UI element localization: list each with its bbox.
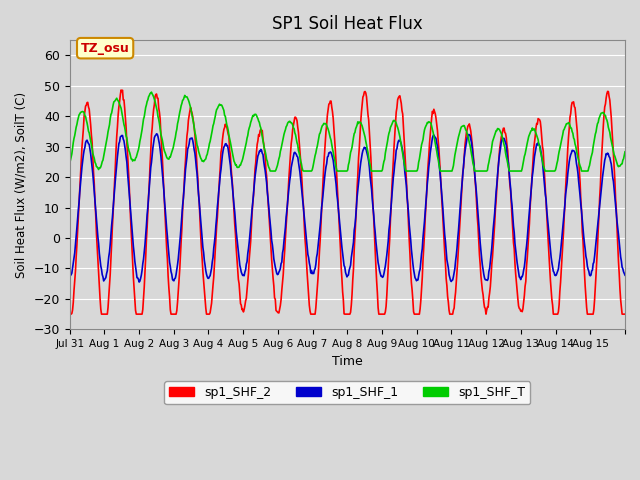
sp1_SHF_2 [132,308,140,313]
Title: SP1 Soil Heat Flux: SP1 Soil Heat Flux [272,15,422,33]
sp1_SHF_1 [135,279,143,285]
Legend: sp1_SHF_2, sp1_SHF_1, sp1_SHF_T: sp1_SHF_2, sp1_SHF_1, sp1_SHF_T [164,381,531,404]
sp1_SHF_T [621,149,629,155]
sp1_SHF_T [267,168,275,174]
sp1_SHF_2 [261,153,269,159]
sp1_SHF_T [148,89,156,95]
Line: sp1_SHF_1: sp1_SHF_1 [70,134,625,282]
sp1_SHF_1 [234,250,242,255]
sp1_SHF_2 [405,237,413,243]
sp1_SHF_1 [153,131,161,137]
sp1_SHF_1 [283,208,291,214]
sp1_SHF_2 [234,265,241,271]
sp1_SHF_1 [66,276,74,281]
sp1_SHF_2 [66,311,74,317]
sp1_SHF_T [283,123,291,129]
sp1_SHF_2 [621,311,629,317]
sp1_SHF_T [437,168,445,174]
Line: sp1_SHF_2: sp1_SHF_2 [70,90,625,314]
sp1_SHF_1 [621,272,629,278]
sp1_SHF_1 [131,258,139,264]
Text: TZ_osu: TZ_osu [81,42,129,55]
sp1_SHF_2 [282,223,290,228]
sp1_SHF_1 [262,173,269,179]
X-axis label: Time: Time [332,355,363,368]
Line: sp1_SHF_T: sp1_SHF_T [70,92,625,171]
Y-axis label: Soil Heat Flux (W/m2), SoilT (C): Soil Heat Flux (W/m2), SoilT (C) [15,92,28,278]
sp1_SHF_T [261,148,269,154]
sp1_SHF_T [66,161,74,167]
sp1_SHF_2 [436,171,444,177]
sp1_SHF_1 [406,229,414,235]
sp1_SHF_2 [117,87,125,93]
sp1_SHF_T [406,168,414,174]
sp1_SHF_T [131,157,139,163]
sp1_SHF_1 [437,183,445,189]
sp1_SHF_T [234,165,241,170]
